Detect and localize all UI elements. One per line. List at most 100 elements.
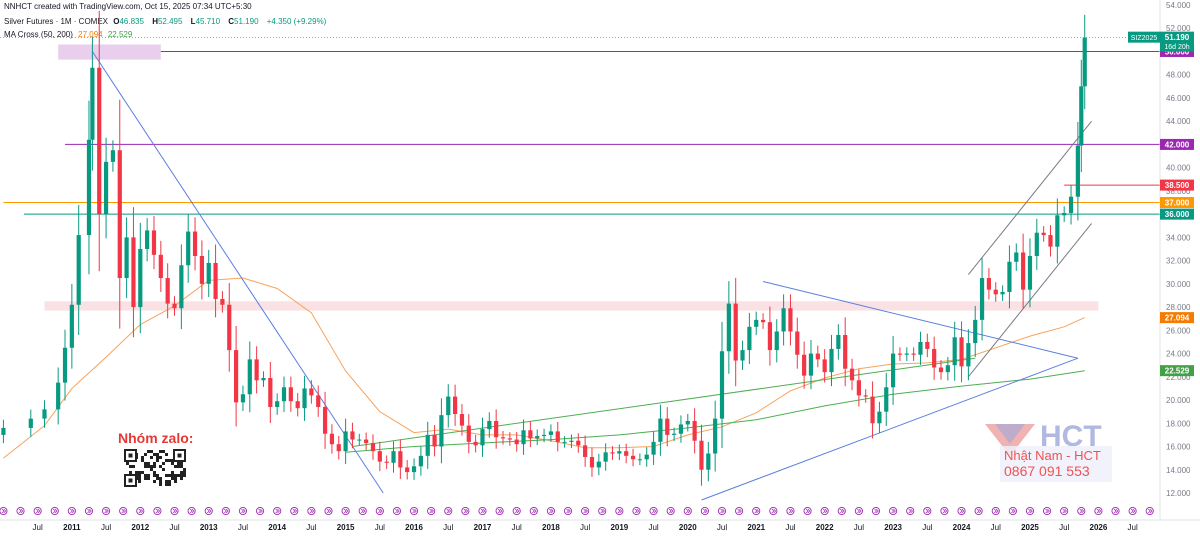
candle-body xyxy=(541,434,547,437)
y-tick-label: 46.000 xyxy=(1166,94,1191,103)
candle-body xyxy=(637,459,642,461)
candle-body xyxy=(788,308,793,332)
candle-body xyxy=(268,377,273,408)
x-tick-label: Jul xyxy=(854,523,864,532)
x-tick-label: Jul xyxy=(169,523,179,532)
candle-body xyxy=(1048,235,1053,247)
candle-body xyxy=(103,161,109,215)
y-tick-label: 54.000 xyxy=(1166,1,1191,10)
candle-body xyxy=(617,451,622,454)
event-marker-glyph xyxy=(703,508,708,514)
candle-body xyxy=(487,420,492,430)
candle-body xyxy=(966,343,971,367)
event-marker-icon xyxy=(84,506,94,516)
event-marker-glyph xyxy=(994,508,999,514)
x-tick-label: Jul xyxy=(991,523,1001,532)
event-marker-icon xyxy=(50,506,59,516)
x-tick-label: 2025 xyxy=(1021,523,1039,532)
y-tick-label: 22.000 xyxy=(1166,373,1191,382)
candle-body xyxy=(131,237,136,308)
event-marker-icon xyxy=(170,506,179,516)
candle-body xyxy=(97,67,102,215)
x-tick-label: Jul xyxy=(101,523,111,532)
event-marker-icon xyxy=(307,506,316,516)
event-marker-glyph xyxy=(1011,508,1016,514)
y-tick-label: 30.000 xyxy=(1166,280,1191,289)
candle-body xyxy=(1041,232,1046,236)
candle-body xyxy=(863,395,868,397)
level-tag xyxy=(1160,179,1194,191)
candle-body xyxy=(302,388,307,409)
event-marker-glyph xyxy=(857,508,862,514)
candle-body xyxy=(610,452,615,454)
candle-body xyxy=(1079,86,1084,146)
candle-body xyxy=(932,348,937,368)
event-marker-glyph xyxy=(292,508,298,514)
event-marker-glyph xyxy=(1045,508,1050,514)
event-marker-icon xyxy=(615,506,624,516)
candle-body xyxy=(583,445,588,457)
x-tick-label: 2014 xyxy=(268,523,286,532)
event-marker-icon xyxy=(957,506,966,516)
event-marker-icon xyxy=(67,506,76,516)
x-tick-label: Jul xyxy=(1059,523,1069,532)
x-tick-label: 2018 xyxy=(542,523,560,532)
candle-body xyxy=(1000,291,1005,295)
change-value: +4.350 (+9.29%) xyxy=(266,17,327,26)
candle-body xyxy=(514,439,519,445)
event-marker-glyph xyxy=(412,508,417,514)
event-marker-glyph xyxy=(463,508,469,514)
event-marker-icon xyxy=(940,506,949,516)
event-marker-glyph xyxy=(840,508,845,514)
event-marker-icon xyxy=(204,506,213,516)
candle-body xyxy=(1082,37,1087,87)
candle-body xyxy=(890,353,896,388)
y-tick-label: 32.000 xyxy=(1166,257,1191,266)
current-price-tag xyxy=(1160,31,1194,52)
candle-body xyxy=(234,350,239,403)
candle-body xyxy=(870,396,875,424)
event-marker-glyph xyxy=(121,508,126,514)
candle-body xyxy=(1062,212,1067,216)
event-marker-icon xyxy=(871,506,881,516)
event-marker-glyph xyxy=(429,508,434,514)
candle-body xyxy=(494,420,499,438)
event-marker-icon xyxy=(1043,506,1052,516)
candle-body xyxy=(911,353,916,355)
event-marker-icon xyxy=(717,506,727,516)
candle-body xyxy=(466,425,471,442)
candle-body xyxy=(1068,196,1074,213)
candle-body xyxy=(815,353,820,360)
y-tick-label: 48.000 xyxy=(1166,71,1191,80)
candle-body xyxy=(644,454,649,460)
event-marker-icon xyxy=(1060,506,1069,516)
low-value: L45.710 xyxy=(190,17,221,26)
support-resistance-zone xyxy=(58,44,161,60)
candle-body xyxy=(665,418,670,435)
event-marker-glyph xyxy=(686,508,691,514)
x-tick-label: 2024 xyxy=(953,523,971,532)
event-marker-icon xyxy=(529,506,538,516)
event-marker-icon xyxy=(495,506,504,516)
zalo-label: Nhóm zalo: xyxy=(118,430,194,446)
candle-body xyxy=(795,331,800,355)
event-marker-icon xyxy=(375,506,384,516)
candle-body xyxy=(86,139,92,236)
candle-body xyxy=(856,380,861,396)
candle-body xyxy=(90,67,95,140)
level-tag xyxy=(1160,197,1194,209)
watermark-box xyxy=(1000,446,1112,482)
event-marker-icon xyxy=(1025,506,1035,516)
candle-body xyxy=(993,289,998,295)
event-marker-glyph xyxy=(788,508,794,514)
x-tick-label: 2020 xyxy=(679,523,697,532)
candle-body xyxy=(589,456,595,468)
candle-body xyxy=(760,319,766,323)
event-marker-icon xyxy=(991,506,1000,516)
level-tag xyxy=(1160,208,1194,220)
level-tag-text: 27.094 xyxy=(1165,314,1190,323)
y-tick-label: 12.000 xyxy=(1166,489,1191,498)
candle-body xyxy=(726,303,731,352)
candle-body xyxy=(418,455,423,467)
